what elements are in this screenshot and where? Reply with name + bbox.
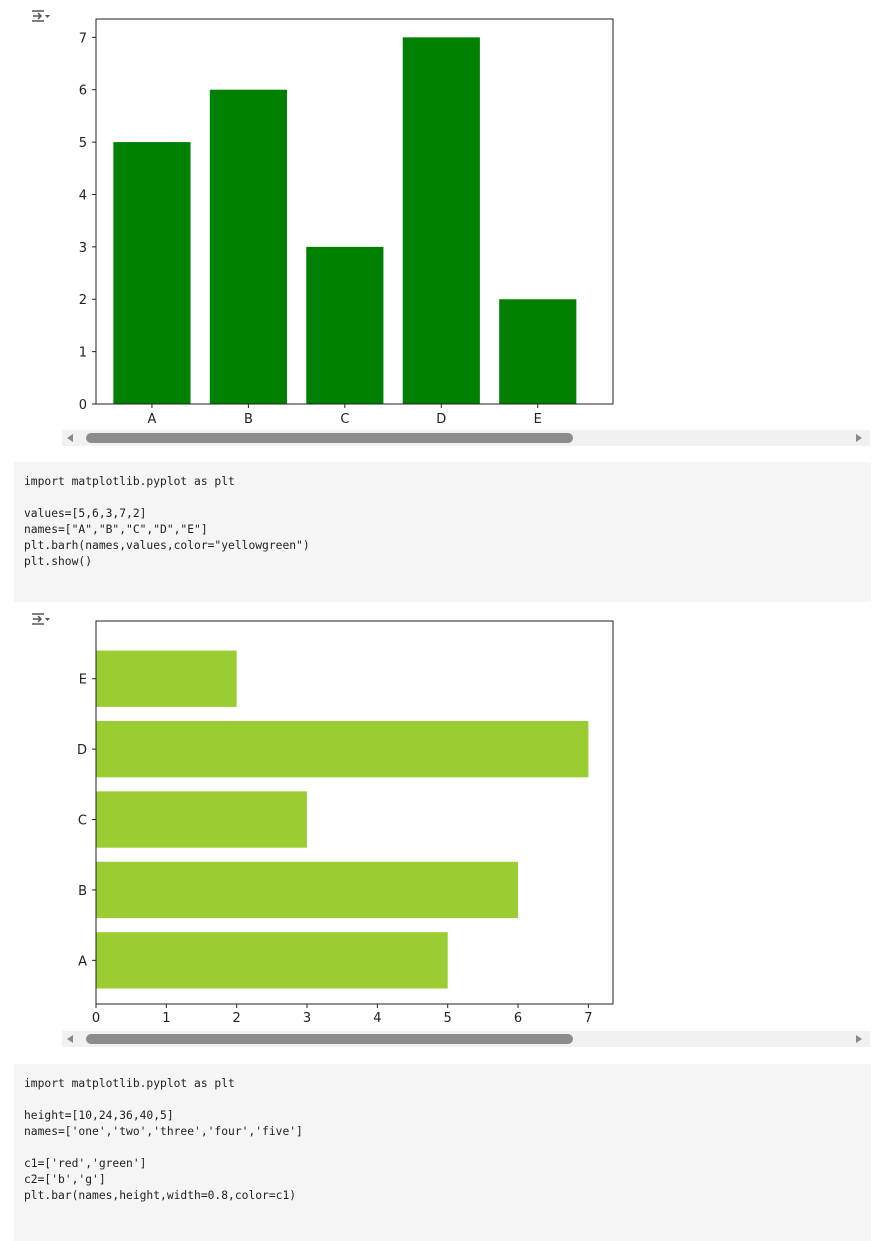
x-tick-label: A: [147, 412, 156, 427]
output-toggle-button[interactable]: [30, 8, 52, 26]
x-tick-label: 3: [303, 1011, 311, 1026]
scrollbar-thumb[interactable]: [86, 1034, 573, 1044]
horizontal-scrollbar[interactable]: [62, 430, 870, 446]
bar: [499, 299, 577, 404]
x-tick-label: 7: [584, 1011, 592, 1026]
bar: [96, 650, 237, 707]
code-line: values=[5,6,3,7,2]: [24, 507, 147, 520]
scroll-right-arrow-icon[interactable]: [856, 1035, 862, 1043]
y-tick-label: 2: [79, 293, 87, 308]
x-tick-label: 6: [514, 1011, 522, 1026]
code-line: [24, 1140, 871, 1156]
y-tick-label: 6: [79, 84, 87, 99]
code-line: plt.bar(names,height,width=0.8,color=c1): [24, 1189, 297, 1202]
y-tick-label: C: [78, 814, 87, 829]
bar: [113, 142, 191, 404]
bar: [306, 246, 384, 404]
scrollbar-thumb[interactable]: [86, 433, 573, 443]
output-toggle-button[interactable]: [30, 611, 52, 629]
x-tick-label: D: [436, 412, 446, 427]
x-tick-label: 2: [233, 1011, 241, 1026]
x-tick-label: B: [244, 412, 253, 427]
y-tick-label: 4: [79, 188, 87, 203]
code-line: [24, 490, 871, 506]
x-tick-label: C: [340, 412, 349, 427]
bar: [402, 37, 480, 404]
x-tick-label: E: [534, 412, 542, 427]
horizontal-scrollbar[interactable]: [62, 1031, 870, 1047]
y-tick-label: 5: [79, 136, 87, 151]
plot-frame: [95, 18, 614, 405]
code-cell[interactable]: import matplotlib.pyplot as plt height=[…: [14, 1064, 871, 1241]
y-tick-label: E: [79, 673, 87, 688]
code-line: [24, 1092, 871, 1108]
scroll-left-arrow-icon[interactable]: [67, 1035, 73, 1043]
bar-chart: A B C D E 0 1 2 3 4 5 6 7: [79, 18, 614, 427]
x-tick-label: 1: [162, 1011, 170, 1026]
code-line: import matplotlib.pyplot as plt: [24, 1077, 235, 1090]
y-tick-label: 3: [79, 241, 87, 256]
bar: [96, 932, 448, 989]
code-line: height=[10,24,36,40,5]: [24, 1109, 174, 1122]
output-collapse-icon: [32, 10, 50, 22]
bar: [96, 861, 519, 919]
code-line: names=['one','two','three','four','five'…: [24, 1125, 303, 1138]
scroll-left-arrow-icon[interactable]: [67, 434, 73, 442]
scroll-right-arrow-icon[interactable]: [856, 434, 862, 442]
y-tick-label: 0: [79, 398, 87, 413]
plot-frame: [95, 620, 614, 1005]
bar: [209, 89, 287, 404]
y-tick-label: B: [78, 884, 87, 899]
code-line: import matplotlib.pyplot as plt: [24, 475, 235, 488]
code-cell[interactable]: import matplotlib.pyplot as plt values=[…: [14, 462, 871, 602]
code-line: c2=['b','g']: [24, 1173, 106, 1186]
bar: [96, 791, 308, 848]
x-tick-label: 4: [373, 1011, 381, 1026]
code-line: c1=['red','green']: [24, 1157, 147, 1170]
code-line: plt.show(): [24, 555, 93, 568]
bar: [96, 720, 589, 778]
output-collapse-icon: [32, 613, 50, 625]
code-line: names=["A","B","C","D","E"]: [24, 523, 208, 536]
barh-chart: A B C D E 0 1 2 3 4 5 6 7: [77, 620, 614, 1026]
x-tick-label: 5: [444, 1011, 452, 1026]
y-tick-label: D: [77, 743, 87, 758]
y-tick-label: 1: [79, 346, 87, 361]
x-tick-label: 0: [92, 1011, 100, 1026]
code-line: plt.barh(names,values,color="yellowgreen…: [24, 539, 310, 552]
y-tick-label: 7: [79, 31, 87, 46]
y-tick-label: A: [78, 954, 87, 969]
